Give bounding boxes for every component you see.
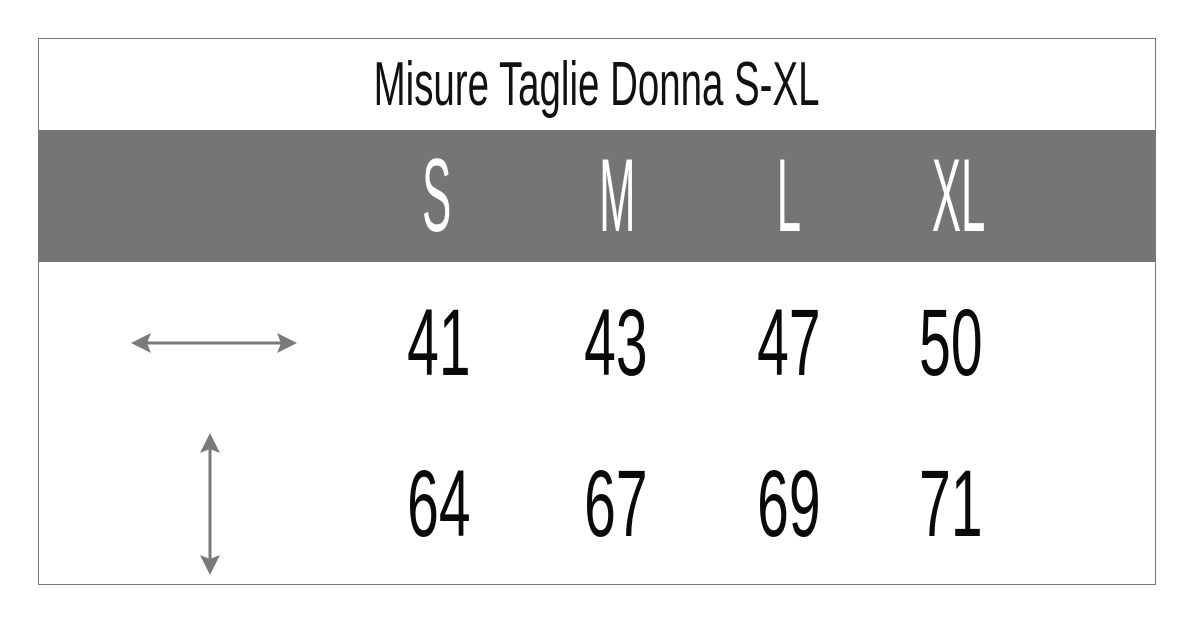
table-cell-width-m: 43: [531, 262, 701, 424]
cell-value: 41: [407, 289, 471, 396]
cell-value: 69: [757, 450, 821, 557]
column-header-l: L: [706, 130, 872, 262]
row-icon-length: [99, 424, 329, 584]
column-header-label: L: [776, 138, 802, 254]
table-row: 64 67 69 71: [39, 424, 1155, 584]
column-header-label: XL: [932, 138, 986, 254]
column-header-s: S: [354, 130, 520, 262]
table-cell-length-s: 64: [354, 424, 524, 584]
page-title: Misure Taglie Donna S-XL: [374, 49, 820, 119]
column-header-m: M: [534, 130, 700, 262]
table-header-row: S M L XL: [39, 130, 1155, 262]
table-cell-width-l: 47: [704, 262, 874, 424]
vertical-double-arrow-icon: [200, 433, 220, 575]
cell-value: 64: [407, 450, 471, 557]
table-cell-length-l: 69: [704, 424, 874, 584]
row-icon-width: [99, 262, 329, 424]
cell-value: 47: [757, 289, 821, 396]
size-chart-frame: Misure Taglie Donna S-XL S M L XL 41 43 …: [38, 38, 1156, 585]
table-cell-length-xl: 71: [866, 424, 1036, 584]
horizontal-double-arrow-icon: [131, 333, 297, 353]
cell-value: 71: [919, 450, 983, 557]
table-cell-width-xl: 50: [866, 262, 1036, 424]
table-row: 41 43 47 50: [39, 262, 1155, 424]
cell-value: 50: [919, 289, 983, 396]
column-header-label: M: [598, 138, 636, 254]
column-header-xl: XL: [876, 130, 1042, 262]
column-header-label: S: [422, 138, 452, 254]
cell-value: 43: [584, 289, 648, 396]
cell-value: 67: [584, 450, 648, 557]
table-cell-length-m: 67: [531, 424, 701, 584]
title-row: Misure Taglie Donna S-XL: [39, 39, 1155, 130]
table-cell-width-s: 41: [354, 262, 524, 424]
